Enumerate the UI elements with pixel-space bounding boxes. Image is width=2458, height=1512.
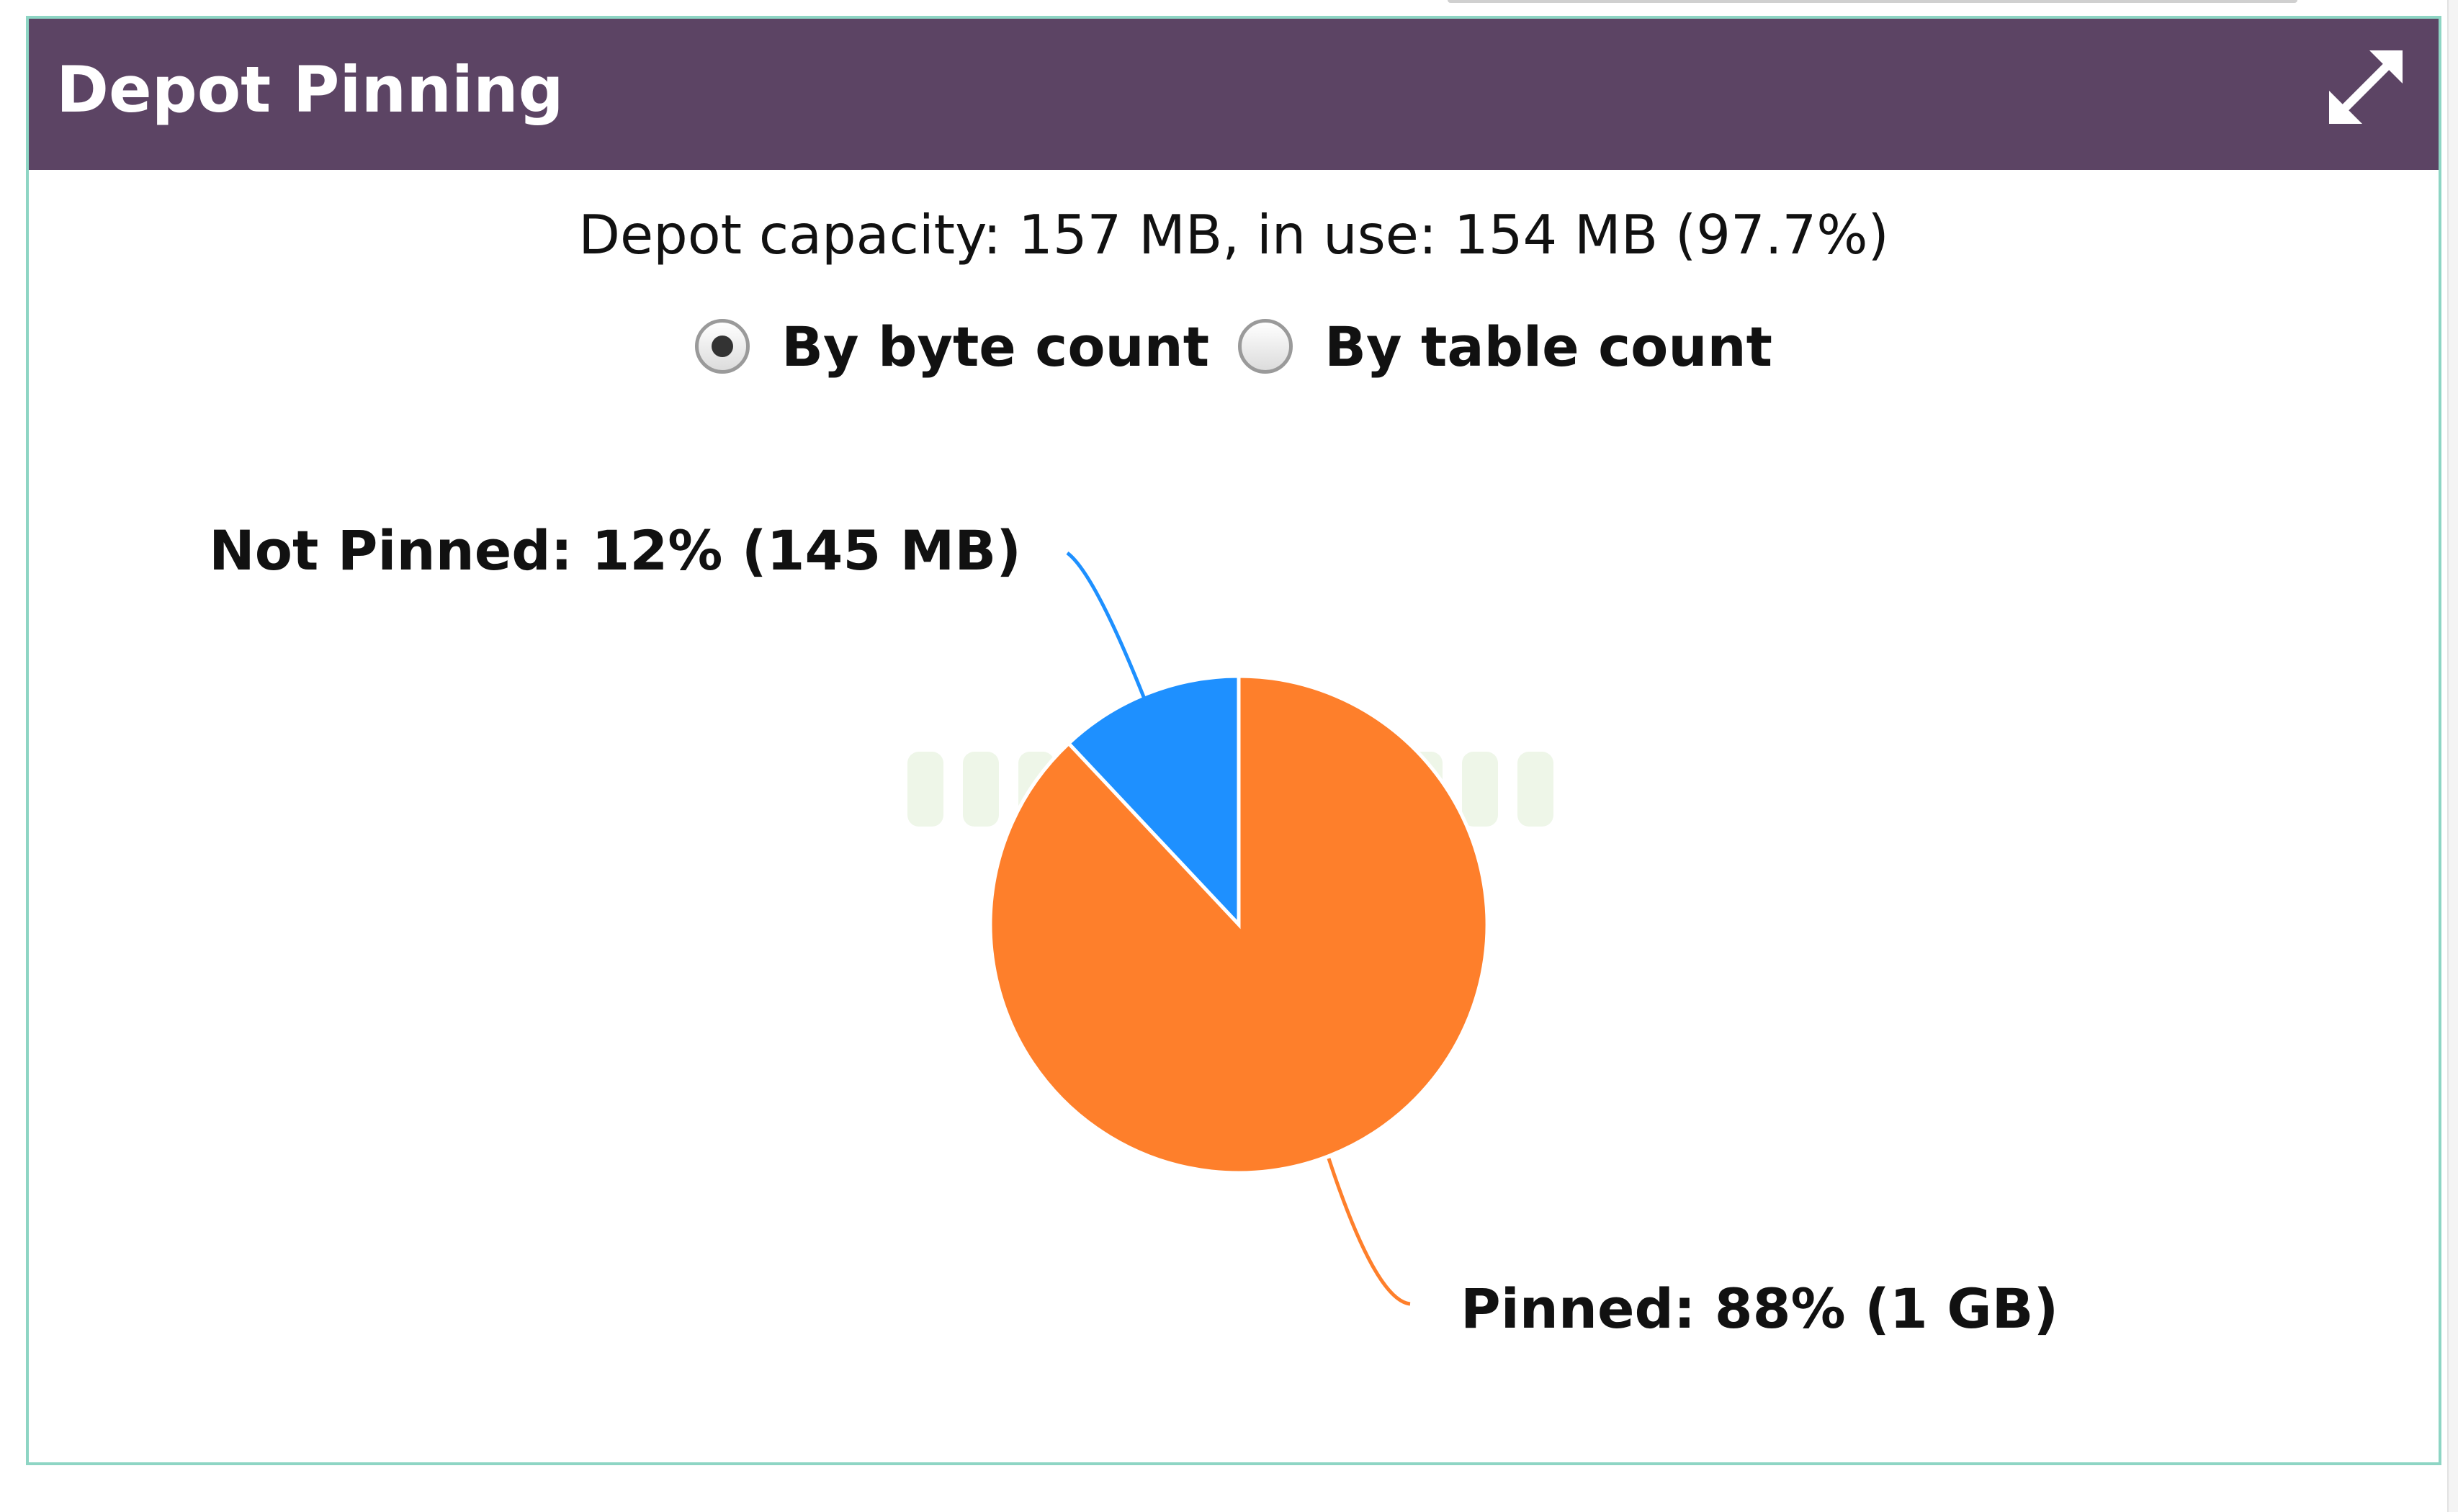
pie-slice-pinned[interactable]	[988, 674, 1489, 1175]
radio-unselected-icon[interactable]	[1238, 319, 1293, 374]
pie-slice-not-pinned[interactable]	[1066, 674, 1241, 930]
panel-title: Depot Pinning	[56, 53, 564, 127]
connector-not-pinned	[1066, 551, 1149, 705]
loading-bar	[907, 752, 943, 827]
panel-header: Depot Pinning	[29, 19, 2439, 170]
search-field-edge[interactable]	[1448, 0, 2297, 3]
pie-chart: Not Pinned: 12% (145 MB) Pinned: 88% (1 …	[209, 518, 2058, 1341]
connector-pinned	[1327, 1158, 1411, 1306]
scrollbar[interactable]	[2447, 0, 2458, 1512]
pie-slices	[988, 674, 1489, 1175]
loading-bar	[1462, 752, 1498, 827]
depot-pinning-panel: Depot Pinning Depot capacity: 157 MB, in…	[26, 16, 2441, 1465]
loading-bar	[963, 752, 999, 827]
depot-capacity-summary: Depot capacity: 157 MB, in use: 154 MB (…	[578, 203, 1889, 266]
radio-by-table-count[interactable]: By table count	[1238, 315, 1772, 379]
radio-by-byte-count[interactable]: By byte count	[695, 315, 1209, 379]
radio-label-table-count[interactable]: By table count	[1324, 314, 1772, 379]
loading-bar	[1517, 752, 1553, 827]
slice-label-pinned: Pinned: 88% (1 GB)	[1461, 1277, 2058, 1341]
top-edge	[0, 0, 2458, 13]
radio-dot	[712, 336, 734, 357]
radio-label-byte-count[interactable]: By byte count	[781, 314, 1210, 379]
view-mode-radio-group: By byte count By table count	[29, 303, 2439, 390]
expand-arrows-icon	[2329, 50, 2403, 124]
pie-connectors	[1066, 551, 1411, 1306]
radio-selected-icon[interactable]	[695, 319, 750, 374]
slice-label-not-pinned: Not Pinned: 12% (145 MB)	[209, 518, 1021, 582]
expand-button[interactable]	[2319, 40, 2413, 134]
